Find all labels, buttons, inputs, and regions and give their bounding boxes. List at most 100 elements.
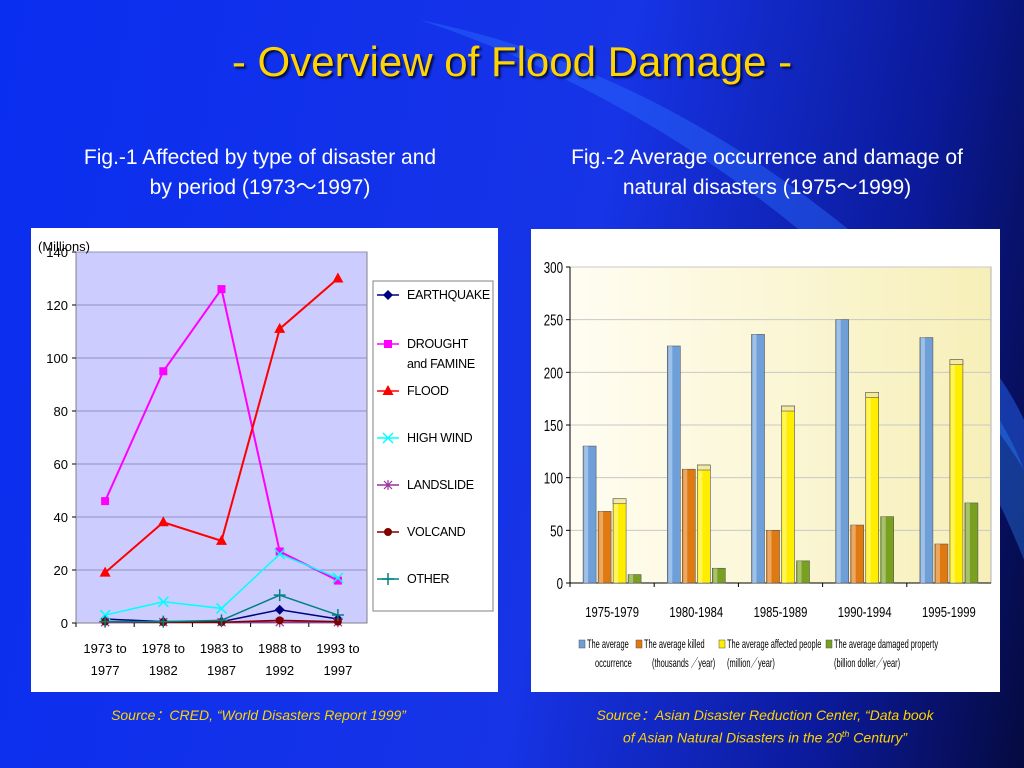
fig1-title-line2: by period (1973～1997) [149, 176, 371, 199]
fig1-point-6-3 [273, 589, 286, 602]
fig1-legend-item-3: HIGH WIND [377, 431, 473, 445]
fig1-xtick-label-4-a: 1993 to [316, 641, 359, 656]
fig2-bar-body-3-4 [964, 502, 979, 584]
fig2-legend-item-1: The average killed (thousands ／year) [635, 638, 715, 671]
fig1-point-1-2 [217, 285, 226, 294]
fig2-ytick-label-2: 100 [544, 469, 563, 487]
fig2-ytick-label-0: 0 [557, 574, 564, 592]
fig2-bar-chart: 0 50 100 150 200 250 300 1975-1979 1980-1984 1985… [544, 258, 992, 671]
fig1-point-1-3 [275, 547, 284, 556]
fig2-chart-panel: 0 50 100 150 200 250 300 1975-1979 1980-1984 1985… [531, 229, 1000, 692]
fig2-legend-label-3-1: (billion doller／year) [834, 656, 900, 670]
fig1-point-3-3 [274, 548, 286, 560]
fig2-source-pre: of Asian Natural Disasters in the 20 [622, 729, 842, 746]
fig2-legend-swatch-0 [578, 639, 586, 649]
fig2-bar-highlight-3-3 [881, 516, 886, 583]
fig1-legend-item-6: OTHER [377, 572, 450, 586]
fig2-xtick-label-4: 1995-1999 [922, 603, 976, 620]
fig2-legend-item-0: The average occurrence [578, 638, 632, 671]
fig2-bar-highlight-1-2 [767, 530, 772, 583]
fig2-bar-highlight-1-1 [683, 469, 688, 583]
fig2-bar-2-3 [865, 392, 880, 584]
fig2-bar-highlight-0-4 [920, 337, 925, 583]
fig1-ytick-label-0: 0 [61, 616, 68, 631]
fig2-legend-label-1-1: (thousands ／year) [652, 656, 715, 670]
fig2-title: Fig.-2 Average occurrence and damage of … [522, 143, 1012, 203]
fig2-xtick-label-0: 1975-1979 [585, 603, 639, 620]
fig2-bar-highlight-2-2 [782, 406, 787, 583]
fig2-bar-highlight-3-4 [965, 502, 970, 583]
fig2-title-line1: Fig.-2 Average occurrence and damage of [571, 146, 963, 169]
fig2-bar-0-2 [751, 334, 765, 584]
fig1-legend-marker-2 [382, 385, 394, 395]
fig2-bar-highlight-0-1 [668, 346, 673, 583]
fig1-xtick-label-0-b: 1977 [91, 663, 120, 678]
fig1-legend-marker-4 [383, 480, 393, 490]
fig2-bar-1-4 [934, 543, 949, 584]
fig1-point-1-1 [159, 367, 168, 376]
fig1-xtick-label-0-a: 1973 to [83, 641, 126, 656]
fig2-bar-body-3-0 [627, 574, 642, 584]
fig2-ytick-label-1: 50 [550, 521, 563, 539]
fig2-bar-highlight-3-1 [713, 568, 718, 583]
fig2-bar-highlight-3-0 [629, 574, 634, 583]
fig1-ytick-label-7: 140 [46, 245, 68, 260]
fig2-bar-highlight-0-2 [752, 334, 757, 583]
fig1-legend-box [372, 280, 494, 612]
slide-title: - Overview of Flood Damage - [231, 38, 793, 85]
fig1-xtick-label-1-b: 1982 [149, 663, 178, 678]
fig2-title-line2: natural disasters (1975～1999) [622, 176, 912, 199]
fig2-bar-body-3-1 [712, 567, 726, 584]
fig1-legend-label-2-0: FLOOD [407, 384, 449, 398]
fig2-source-line2: of Asian Natural Disasters in the 20th C… [530, 725, 1000, 748]
fig2-xtick-label-2: 1985-1989 [754, 603, 808, 620]
fig2-bar-0-4 [919, 337, 934, 584]
fig2-bar-body-0-2 [751, 334, 765, 584]
fig2-source-line1: Source：Asian Disaster Reduction Center, … [596, 707, 934, 723]
fig2-ytick-label-6: 300 [544, 258, 563, 276]
fig2-source-sup: th [841, 729, 850, 739]
fig2-bar-highlight-1-3 [851, 525, 856, 583]
fig1-series-2 [99, 272, 344, 577]
fig2-bar-3-0 [627, 574, 642, 584]
fig1-legend-label-4-0: LANDSLIDE [407, 478, 474, 492]
fig1-legend-label-5-0: VOLCAND [407, 525, 466, 539]
fig1-point-6-4 [331, 609, 344, 622]
fig1-point-6-1 [157, 615, 170, 628]
fig2-legend-swatch-2 [718, 639, 726, 649]
fig1-point-0-3 [274, 604, 285, 615]
fig2-bar-body-0-4 [919, 337, 934, 584]
fig2-ytick-label-3: 150 [544, 416, 563, 434]
fig1-point-2-2 [216, 534, 227, 545]
fig2-ytick-label-4: 200 [544, 363, 563, 381]
fig2-bar-highlight-1-0 [599, 511, 604, 583]
fig2-legend-label-0-0: The average [587, 638, 629, 651]
fig2-bar-3-3 [880, 516, 895, 584]
fig2-bar-2-0 [612, 498, 627, 584]
fig1-legend-marker-3 [382, 432, 394, 444]
fig2-bar-2-4 [949, 359, 964, 584]
fig2-bar-highlight-2-4 [950, 359, 955, 583]
fig1-legend-label-1-1: and FAMINE [407, 357, 475, 371]
fig2-xtick-label-3: 1990-1994 [838, 603, 892, 620]
fig1-line-chart: 0 20 40 60 80 100 120 140(Millions) 1973 to 1977 1… [38, 239, 494, 678]
fig1-xtick-label-3-a: 1988 to [258, 641, 301, 656]
fig1-xtick-label-3-b: 1992 [265, 663, 294, 678]
fig2-bar-body-0-3 [835, 319, 850, 584]
fig1-xtick-label-2-a: 1983 to [200, 641, 243, 656]
fig1-legend-item-1: DROUGHT and FAMINE [377, 337, 475, 371]
fig1-xtick-label-4-b: 1997 [323, 663, 352, 678]
fig2-legend-label-2-0: The average affected people [727, 638, 822, 651]
fig1-xtick-label-1-a: 1978 to [142, 641, 185, 656]
fig2-bar-body-1-2 [766, 530, 780, 584]
fig2-legend-label-0-1: occurrence [595, 657, 632, 670]
fig2-bar-3-4 [964, 502, 979, 584]
fig2-bar-2-1 [697, 464, 711, 584]
fig2-bar-highlight-0-3 [836, 319, 841, 583]
fig2-bar-0-1 [667, 345, 681, 584]
fig2-bar-highlight-2-0 [614, 498, 619, 583]
fig2-bar-body-1-3 [850, 524, 865, 584]
fig1-ytick-label-2: 40 [54, 510, 68, 525]
fig2-legend-item-2: The average affected people (million／year… [718, 638, 822, 671]
fig2-bar-highlight-1-4 [935, 544, 940, 583]
